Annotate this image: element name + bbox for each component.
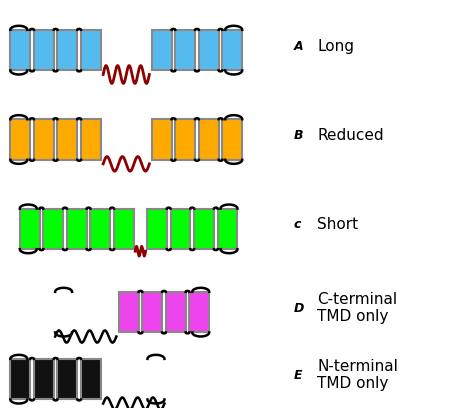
Text: Long: Long	[317, 38, 354, 54]
FancyBboxPatch shape	[91, 209, 110, 249]
FancyBboxPatch shape	[10, 359, 30, 400]
Text: N-terminal
TMD only: N-terminal TMD only	[317, 359, 398, 391]
FancyBboxPatch shape	[81, 30, 101, 70]
FancyBboxPatch shape	[114, 209, 134, 249]
Text: Reduced: Reduced	[317, 128, 384, 143]
FancyBboxPatch shape	[175, 119, 195, 160]
FancyBboxPatch shape	[81, 119, 101, 160]
FancyBboxPatch shape	[171, 209, 191, 249]
Text: A: A	[293, 40, 303, 53]
FancyBboxPatch shape	[175, 30, 195, 70]
FancyBboxPatch shape	[34, 359, 54, 400]
FancyBboxPatch shape	[152, 30, 172, 70]
Text: E: E	[293, 369, 302, 382]
Text: c: c	[293, 218, 301, 231]
FancyBboxPatch shape	[142, 292, 162, 333]
Text: D: D	[293, 301, 304, 315]
FancyBboxPatch shape	[222, 30, 242, 70]
FancyBboxPatch shape	[10, 30, 30, 70]
FancyBboxPatch shape	[43, 209, 63, 249]
FancyBboxPatch shape	[147, 209, 167, 249]
FancyBboxPatch shape	[57, 359, 77, 400]
FancyBboxPatch shape	[20, 209, 39, 249]
FancyBboxPatch shape	[10, 119, 30, 160]
Text: C-terminal
TMD only: C-terminal TMD only	[317, 292, 397, 324]
Text: Short: Short	[317, 217, 358, 232]
FancyBboxPatch shape	[222, 119, 242, 160]
FancyBboxPatch shape	[166, 292, 186, 333]
FancyBboxPatch shape	[194, 209, 214, 249]
FancyBboxPatch shape	[34, 119, 54, 160]
Text: B: B	[293, 129, 303, 142]
FancyBboxPatch shape	[34, 30, 54, 70]
FancyBboxPatch shape	[152, 119, 172, 160]
FancyBboxPatch shape	[57, 30, 77, 70]
FancyBboxPatch shape	[67, 209, 87, 249]
FancyBboxPatch shape	[118, 292, 138, 333]
FancyBboxPatch shape	[199, 30, 219, 70]
FancyBboxPatch shape	[57, 119, 77, 160]
FancyBboxPatch shape	[81, 359, 101, 400]
FancyBboxPatch shape	[199, 119, 219, 160]
FancyBboxPatch shape	[190, 292, 209, 333]
FancyBboxPatch shape	[218, 209, 237, 249]
